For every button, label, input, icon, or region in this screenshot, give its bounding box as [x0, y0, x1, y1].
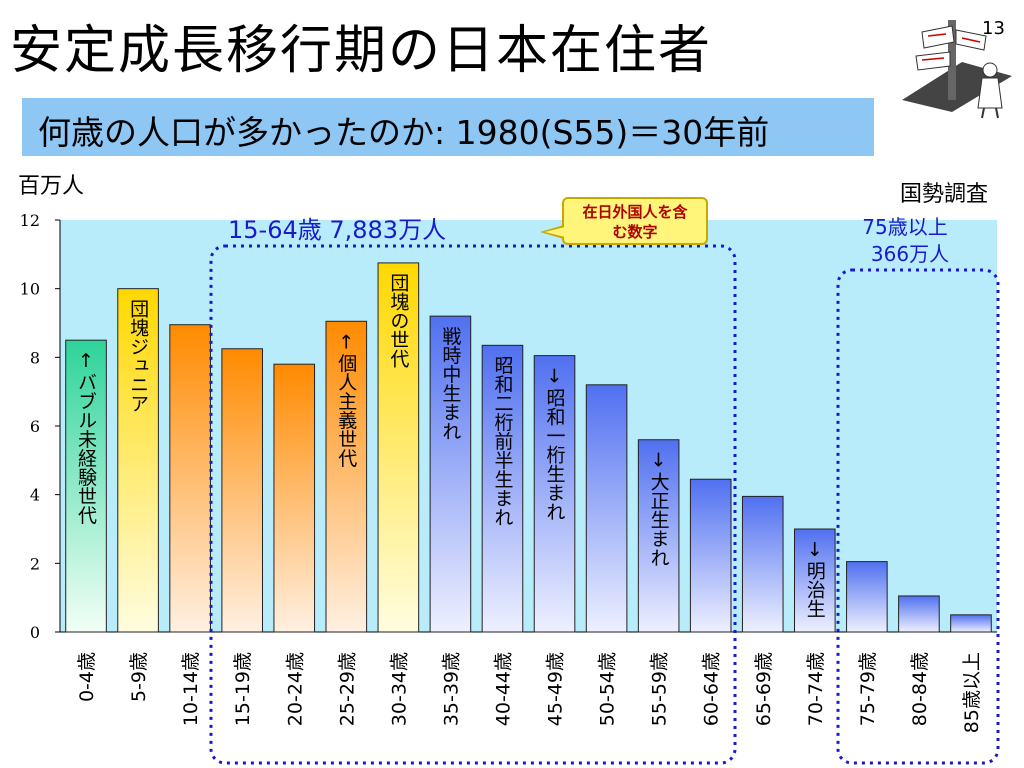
bar-30-34歳: [377, 262, 420, 633]
x-tick-label: 0-4歳: [76, 652, 98, 702]
page-title: 安定成長移行期の日本在住者: [10, 21, 713, 81]
y-tick-label: 12: [20, 211, 40, 230]
y-tick-label: 10: [20, 280, 40, 299]
bar-80-84歳: [898, 595, 940, 633]
bar-annotation: ↓昭和一桁生まれ: [544, 366, 566, 521]
x-tick-label: 85歳以上: [961, 652, 983, 733]
x-tick-label: 20-24歳: [284, 652, 306, 726]
bar-35-39歳: [429, 315, 472, 633]
x-tick-label: 10-14歳: [180, 652, 202, 726]
x-tick-label: 5-9歳: [128, 652, 150, 702]
group-box-75-plus: [836, 268, 1000, 765]
bar-50-54歳: [585, 384, 628, 633]
x-tick-label: 35-39歳: [440, 652, 462, 726]
y-axis-unit-label: 百万人: [18, 174, 85, 199]
subtitle: 何歳の人口が多かったのか: 1980(S55)＝30年前: [38, 113, 770, 152]
bar-5-9歳: [117, 288, 159, 633]
page-number: 13: [982, 18, 1005, 39]
group-label-75-plus-line1: 75歳以上: [862, 215, 947, 239]
bar-75-79歳: [846, 561, 888, 633]
x-tick-label: 75-79歳: [857, 652, 879, 726]
bar-60-64歳: [689, 478, 732, 633]
bar-0-4歳: [65, 339, 107, 633]
callout-line2: む数字: [612, 223, 658, 241]
x-tick-label: 25-29歳: [336, 652, 358, 726]
bar-annotation: 昭和二桁前半生まれ: [491, 355, 513, 526]
x-tick-label: 30-34歳: [388, 652, 410, 726]
bar-20-24歳: [273, 363, 316, 633]
bar-annotation: 戦時中生まれ: [439, 326, 461, 440]
bar-annotation: ↓大正生まれ: [648, 450, 670, 567]
bar-70-74歳: [794, 528, 836, 633]
bar-25-29歳: [325, 320, 368, 633]
x-tick-label: 40-44歳: [492, 652, 514, 726]
callout-note: 在日外国人を含 む数字: [562, 197, 708, 245]
bar-45-49歳: [533, 355, 576, 633]
x-tick-label: 45-49歳: [545, 652, 567, 726]
plot-area: [60, 220, 997, 632]
x-tick-label: 70-74歳: [805, 652, 827, 726]
y-tick-label: 0: [30, 623, 40, 642]
bar-65-69歳: [741, 495, 784, 633]
y-tick-label: 2: [30, 554, 40, 573]
bar-annotation: ↑個人主義世代: [335, 331, 357, 467]
x-tick-label: 15-19歳: [232, 652, 254, 726]
group-box-15-64: [209, 244, 737, 765]
x-tick-label: 60-64歳: [701, 652, 723, 726]
subtitle-banner: 何歳の人口が多かったのか: 1980(S55)＝30年前: [22, 98, 874, 156]
bar-15-19歳: [221, 348, 263, 633]
signpost-clipart-icon: [902, 20, 1012, 119]
source-label: 国勢調査: [900, 182, 989, 207]
callout-tail-inner: [545, 227, 565, 237]
bar-10-14歳: [169, 324, 211, 633]
y-tick-label: 4: [30, 486, 40, 505]
group-label-75-plus-line2: 366万人: [871, 242, 949, 266]
callout-line1: 在日外国人を含: [582, 203, 688, 221]
bar-annotation: ↑バブル未経験世代: [75, 350, 97, 524]
bar-annotation: 団塊の世代: [387, 273, 409, 368]
bar-55-59歳: [637, 439, 680, 633]
x-tick-label: 50-54歳: [597, 652, 619, 726]
y-tick-label: 8: [30, 348, 40, 367]
bar-85歳以上: [950, 614, 992, 633]
bar-40-44歳: [481, 344, 524, 633]
x-tick-label: 80-84歳: [909, 652, 931, 726]
bar-annotation: 団塊ジュニア: [127, 299, 149, 413]
y-tick-label: 6: [30, 417, 40, 436]
x-tick-label: 55-59歳: [649, 652, 671, 726]
bar-annotation: ↓明治生: [804, 539, 826, 618]
group-label-15-64: 15-64歳 7,883万人: [228, 216, 446, 244]
x-tick-label: 65-69歳: [753, 652, 775, 726]
